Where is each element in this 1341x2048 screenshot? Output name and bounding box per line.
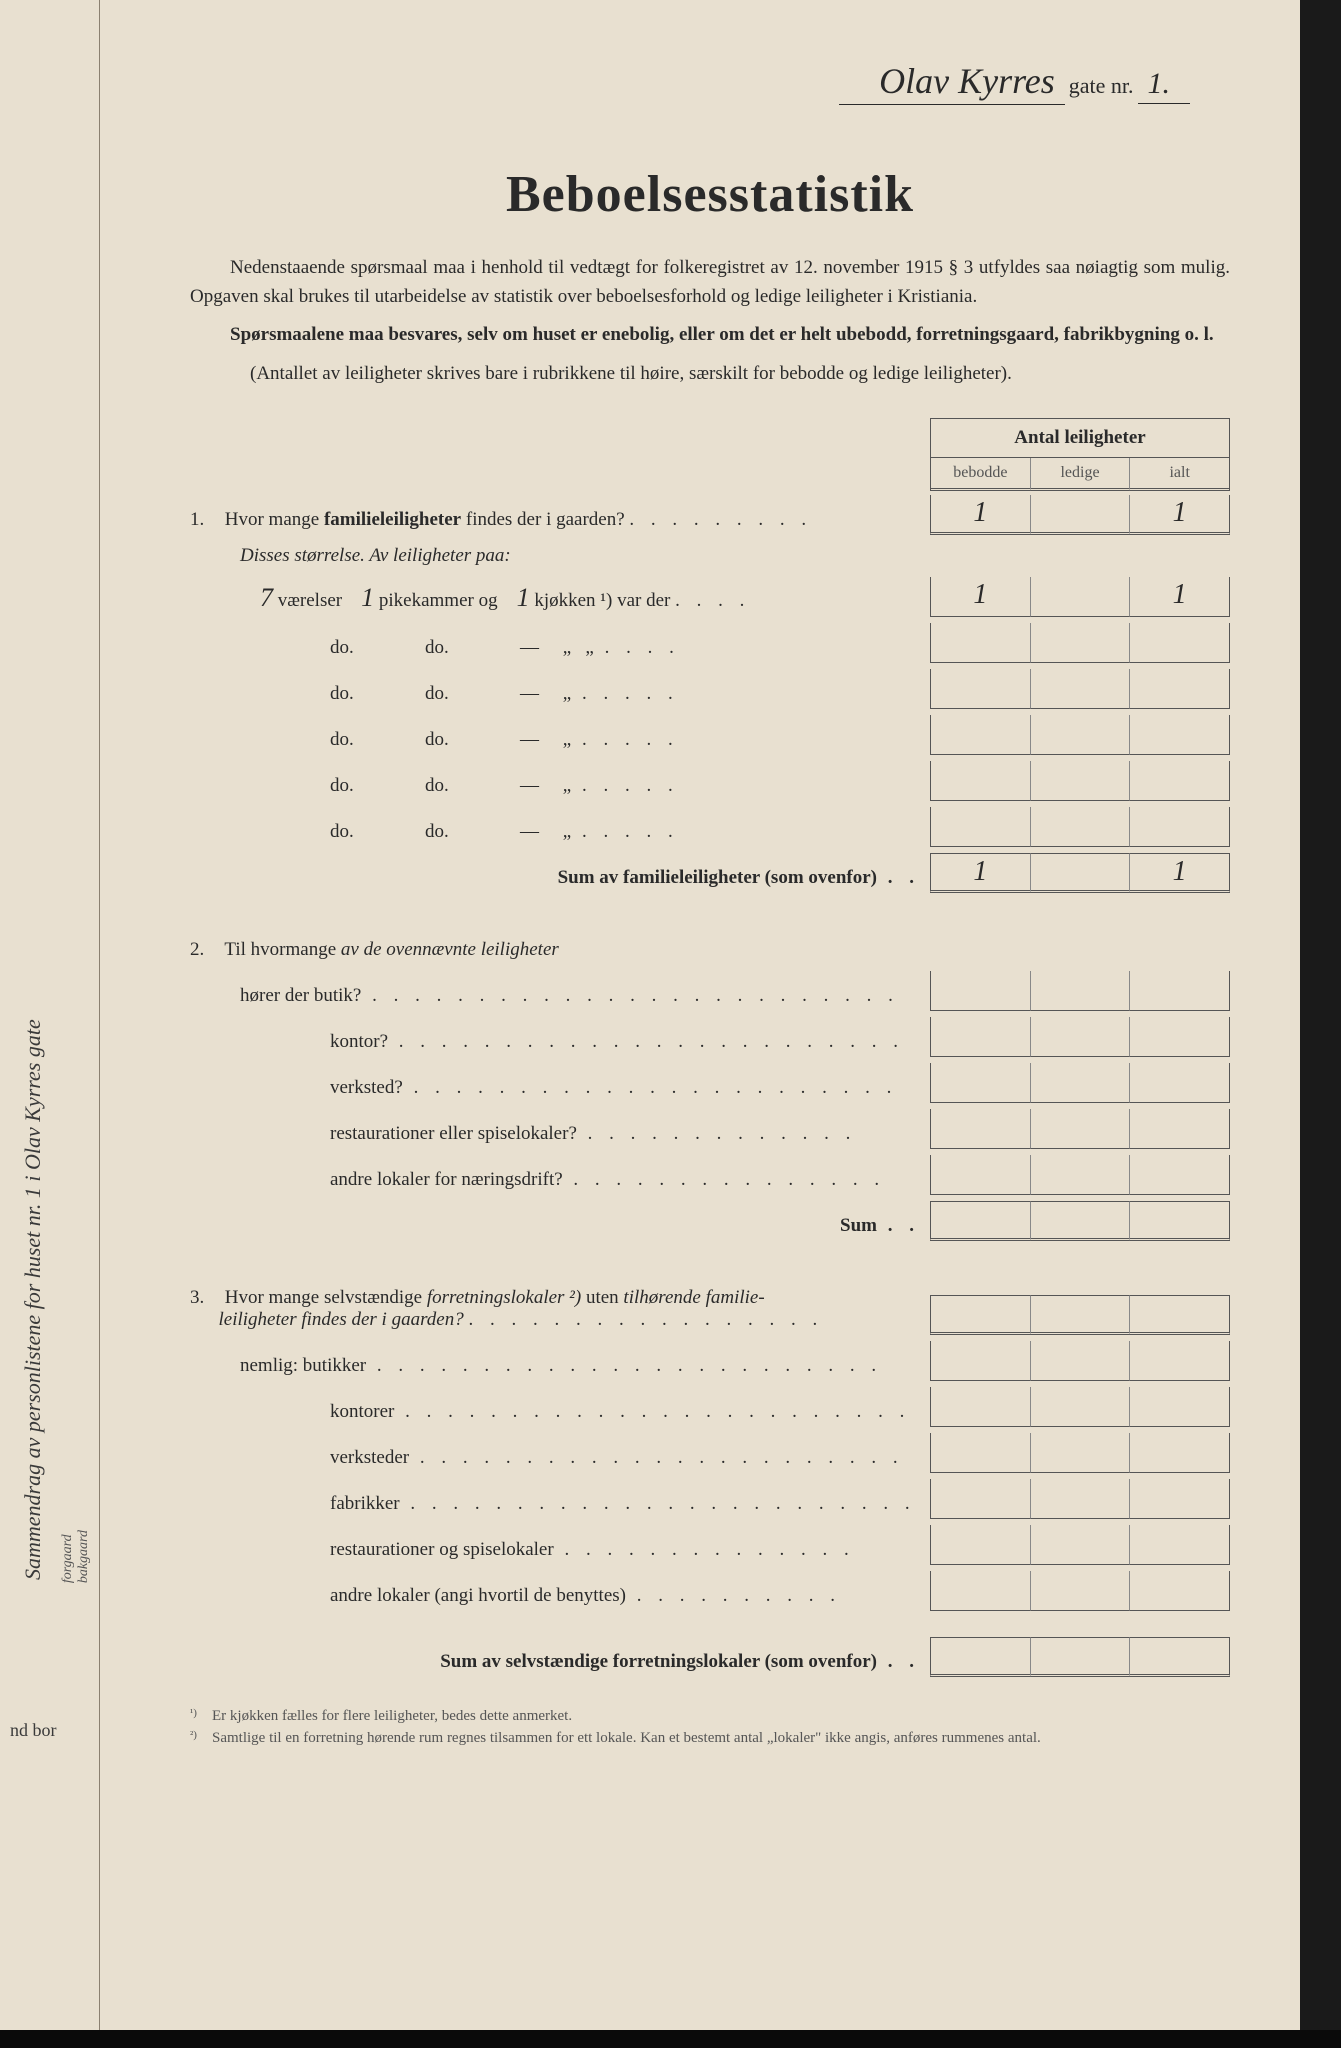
col-ialt: ialt [1129,458,1229,491]
vert-street: Olav Kyrres [20,1063,45,1170]
fn1: Er kjøkken fælles for flere leiligheter,… [212,1707,1230,1727]
table-header: Antal leiligheter bebodde ledige ialt [190,418,1230,491]
q2-sum: Sum . . [190,1201,1230,1241]
q2-kontor: kontor? . . . . . . . . . . . . . . . . … [190,1017,1230,1057]
do-row: do. do. — „ . . . . . [190,807,1230,847]
vertical-small-labels: forgaard bakgaard [60,1530,92,1583]
vaerelser-val: 7 [260,583,273,612]
footnotes: ¹) Er kjøkken fælles for flere leilighet… [190,1707,1230,1748]
street-name-field: Olav Kyrres [839,60,1065,105]
q3-andre: andre lokaler (angi hvortil de benyttes)… [190,1571,1230,1611]
col-ledige: ledige [1030,458,1130,491]
vs1: forgaard [60,1534,75,1583]
sum-fam-row: Sum av familieleiligheter (som ovenfor) … [190,853,1230,893]
vertical-caption: Sammendrag av personlistene for huset nr… [20,180,46,1580]
size-row-1: 7 værelser 1 pikekammer og 1 kjøkken ¹) … [190,577,1230,617]
q3-restaur: restaurationer og spiselokaler . . . . .… [190,1525,1230,1565]
intro-note: (Antallet av leiligheter skrives bare i … [190,360,1230,389]
vert-nr: 1 [20,1187,45,1198]
kjokken-val: 1 [517,583,530,612]
document-page: Olav Kyrres gate nr. 1. Beboelsesstatist… [100,0,1300,2030]
q2-butik: hører der butik? . . . . . . . . . . . .… [190,971,1230,1011]
sum-fam-ledige [1030,853,1130,893]
sum-forr-row: Sum av selvstændige forretningslokaler (… [190,1637,1230,1677]
pike-val: 1 [361,583,374,612]
gate-label: gate nr. [1069,73,1134,98]
col-bebodde: bebodde [931,458,1030,491]
left-bottom-text: nd bor [10,1720,57,1741]
sum-fam-bebodde: 1 [930,853,1030,893]
r1-ledige [1030,577,1130,617]
q1-ialt: 1 [1129,495,1230,535]
street-nr-field: 1. [1138,67,1191,104]
q2-label-row: 2. Til hvormange av de ovennævnte leilig… [190,939,1230,965]
q3-verksteder: verksteder . . . . . . . . . . . . . . .… [190,1433,1230,1473]
do-row: do. do. — „ . . . . . [190,669,1230,709]
q3-butikker: nemlig: butikker . . . . . . . . . . . .… [190,1341,1230,1381]
scan-edge [0,2030,1341,2048]
q3-fabrikker: fabrikker . . . . . . . . . . . . . . . … [190,1479,1230,1519]
vert-i: i [20,1175,45,1181]
intro2-bold: Spørsmaalene maa besvares, selv om huset… [230,324,1214,345]
vs2: bakgaard [76,1530,91,1583]
page-title: Beboelsesstatistik [190,165,1230,224]
r1-bebodde: 1 [930,577,1030,617]
q3-kontorer: kontorer . . . . . . . . . . . . . . . .… [190,1387,1230,1427]
q1-bebodde: 1 [930,495,1030,535]
intro-para-1: Nedenstaaende spørsmaal maa i henhold ti… [190,254,1230,311]
sum-fam-ialt: 1 [1129,853,1230,893]
vert-text-a: Sammendrag av personlistene for huset nr… [20,1204,45,1580]
r1-ialt: 1 [1129,577,1230,617]
folded-edge: Sammendrag av personlistene for huset nr… [0,0,100,2048]
header-line: Olav Kyrres gate nr. 1. [190,60,1230,105]
q3-label: 3. Hvor mange selvstændige forretningslo… [190,1287,1230,1335]
vert-gate: gate [20,1019,45,1057]
q1-ledige [1030,495,1130,535]
disses-label: Disses størrelse. Av leiligheter paa: [190,545,1230,567]
q2-restaur: restaurationer eller spiselokaler? . . .… [190,1109,1230,1149]
q1-row: 1. Hvor mange familieleiligheter findes … [190,495,1230,535]
do-row: do. do. — „ „ . . . . [190,623,1230,663]
th-title: Antal leiligheter [931,419,1229,458]
do-row: do. do. — „ . . . . . [190,715,1230,755]
q2-andre: andre lokaler for næringsdrift? . . . . … [190,1155,1230,1195]
fn2: Samtlige til en forretning hørende rum r… [212,1729,1230,1749]
q2-verksted: verksted? . . . . . . . . . . . . . . . … [190,1063,1230,1103]
intro-para-2: Spørsmaalene maa besvares, selv om huset… [190,321,1230,350]
do-row: do. do. — „ . . . . . [190,761,1230,801]
